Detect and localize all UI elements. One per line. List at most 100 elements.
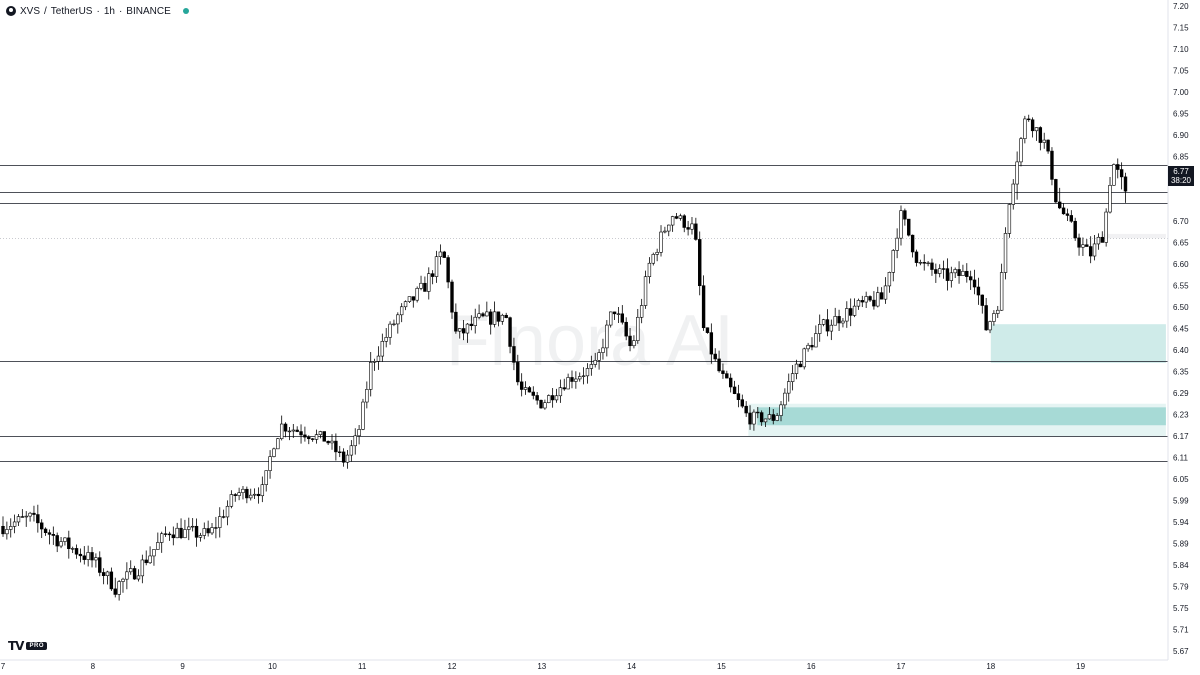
candle-body-up	[752, 411, 756, 425]
candle-body-down	[612, 311, 617, 315]
candle-body-down	[519, 381, 524, 390]
candle-body-down	[423, 282, 427, 292]
candle-body-up	[802, 348, 806, 368]
candle-body-down	[1046, 139, 1050, 152]
candle-body-up	[384, 337, 388, 342]
candle-body-down	[624, 321, 628, 337]
candle-body-up	[992, 313, 996, 322]
candle-body-up	[578, 376, 582, 380]
candle-body-down	[504, 314, 508, 318]
candle-body-up	[399, 306, 404, 316]
candle-body-up	[268, 456, 272, 471]
symbol-separator: /	[44, 5, 47, 17]
candle-body-up	[651, 254, 655, 264]
candle-body-up	[1092, 243, 1097, 257]
candle-body-down	[957, 269, 961, 276]
candle-body-up	[938, 268, 942, 274]
chart-header: XVS / TetherUS · 1h · BINANCE	[6, 4, 189, 18]
candle-body-down	[334, 440, 338, 453]
price-axis-tick-label: 6.95	[1173, 110, 1189, 119]
candle-body-up	[1112, 164, 1116, 186]
candle-body-down	[798, 363, 803, 368]
candle-body-down	[976, 286, 981, 296]
candle-body-down	[698, 239, 702, 287]
candle-body-down	[167, 533, 172, 536]
candle-body-up	[175, 527, 179, 539]
price-axis[interactable]: 7.207.157.107.057.006.956.906.856.806.70…	[1173, 2, 1189, 656]
candle-body-up	[523, 387, 528, 390]
candle-body-down	[570, 377, 574, 382]
current-price-value: 6.77	[1173, 167, 1189, 176]
time-axis-tick-label: 8	[91, 662, 96, 671]
candle-body-down	[539, 399, 543, 409]
price-axis-tick-label: 6.50	[1173, 303, 1189, 312]
separator-dot: ·	[118, 5, 123, 17]
tradingview-logo-icon: TV	[8, 639, 25, 653]
time-axis-tick-label: 19	[1076, 662, 1085, 671]
candle-body-down	[299, 431, 303, 436]
candle-body-up	[190, 525, 195, 528]
price-axis-tick-label: 6.70	[1173, 217, 1189, 226]
candle-body-down	[461, 328, 466, 334]
candle-body-up	[543, 402, 547, 409]
candle-body-down	[47, 532, 52, 535]
candle-body-up	[988, 321, 992, 331]
time-axis[interactable]: 7 8 9 10 11 12 13 14 15 16 17 18 19	[1, 662, 1086, 671]
candle-body-down	[450, 281, 454, 313]
candle-body-up	[558, 387, 563, 397]
candle-body-down	[1073, 220, 1077, 239]
tradingview-logo[interactable]: TV PRO	[8, 639, 47, 653]
candle-body-down	[535, 395, 539, 401]
candle-body-down	[686, 227, 690, 230]
price-axis-tick-label: 6.05	[1173, 475, 1189, 484]
candle-body-up	[314, 434, 319, 440]
candle-body-up	[202, 528, 206, 536]
candle-body-down	[307, 436, 311, 440]
candle-body-down	[759, 412, 764, 423]
candle-body-down	[469, 323, 474, 326]
candle-body-up	[392, 323, 396, 326]
time-axis-tick-label: 14	[627, 662, 636, 671]
candle-body-down	[945, 268, 950, 281]
price-axis-tick-label: 5.71	[1173, 626, 1189, 635]
candle-body-up	[357, 429, 361, 437]
candle-body-up	[396, 314, 400, 325]
candle-body-up	[775, 415, 779, 421]
candle-body-down	[531, 391, 535, 396]
candle-body-up	[856, 300, 861, 307]
symbol-name[interactable]: XVS	[20, 5, 41, 17]
candle-body-down	[109, 571, 114, 590]
candle-body-up	[434, 256, 439, 277]
candle-body-down	[36, 514, 40, 524]
candle-body-down	[516, 362, 520, 383]
candle-body-down	[984, 305, 988, 331]
pro-badge: PRO	[26, 642, 47, 650]
candle-body-down	[454, 311, 458, 332]
candle-body-down	[728, 377, 733, 388]
candle-body-up	[28, 512, 32, 517]
candle-body-up	[690, 223, 694, 230]
candle-body-down	[527, 387, 532, 393]
candle-body-up	[94, 557, 98, 561]
candle-body-up	[210, 527, 214, 534]
price-axis-tick-label: 6.29	[1173, 389, 1189, 398]
candle-body-up	[388, 323, 392, 338]
candle-body-down	[1027, 118, 1031, 121]
candle-body-up	[5, 529, 9, 535]
candle-body-down	[1123, 176, 1128, 192]
candle-body-up	[9, 526, 13, 530]
candle-body-up	[647, 262, 652, 277]
candle-body-up	[427, 273, 431, 292]
interval-label[interactable]: 1h	[103, 5, 115, 17]
candle-body-down	[144, 559, 148, 564]
candle-body-down	[55, 535, 59, 547]
candle-body-up	[279, 423, 284, 439]
candle-body-down	[1085, 244, 1089, 247]
candle-body-up	[287, 430, 292, 433]
candle-body-up	[895, 237, 899, 251]
candle-body-down	[709, 332, 714, 355]
candle-body-down	[717, 358, 721, 372]
price-axis-tick-label: 5.67	[1173, 647, 1189, 656]
candle-body-up	[148, 555, 152, 564]
